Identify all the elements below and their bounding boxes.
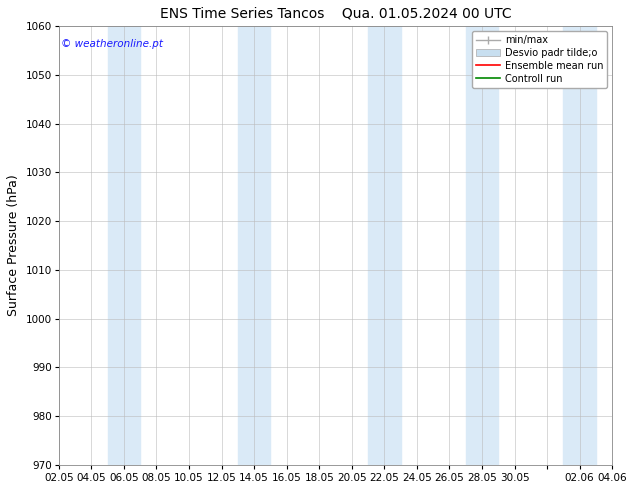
Bar [368, 26, 401, 465]
Y-axis label: Surface Pressure (hPa): Surface Pressure (hPa) [7, 174, 20, 317]
Bar [564, 26, 596, 465]
Bar [238, 26, 270, 465]
Legend: min/max, Desvio padr tilde;o, Ensemble mean run, Controll run: min/max, Desvio padr tilde;o, Ensemble m… [472, 31, 607, 88]
Bar [466, 26, 498, 465]
Text: © weatheronline.pt: © weatheronline.pt [61, 39, 164, 49]
Title: ENS Time Series Tancos    Qua. 01.05.2024 00 UTC: ENS Time Series Tancos Qua. 01.05.2024 0… [160, 7, 511, 21]
Bar [108, 26, 140, 465]
